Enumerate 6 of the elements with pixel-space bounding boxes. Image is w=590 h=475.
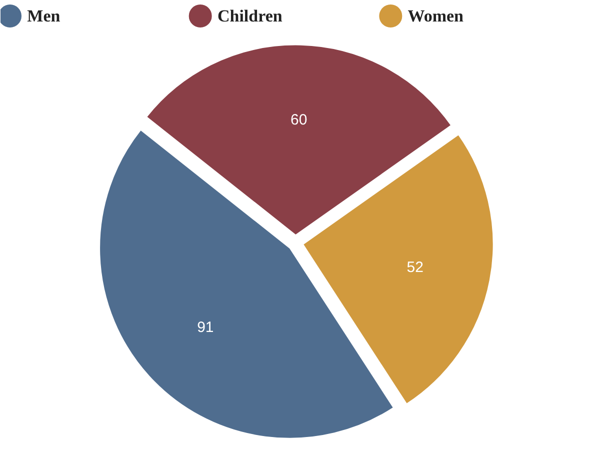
legend-label: Women xyxy=(408,6,464,26)
data-label: 91 xyxy=(197,318,214,336)
legend-label: Men xyxy=(27,6,61,26)
data-label: 60 xyxy=(290,111,308,128)
legend-label: Children xyxy=(217,6,283,26)
data-label: 52 xyxy=(406,258,424,276)
